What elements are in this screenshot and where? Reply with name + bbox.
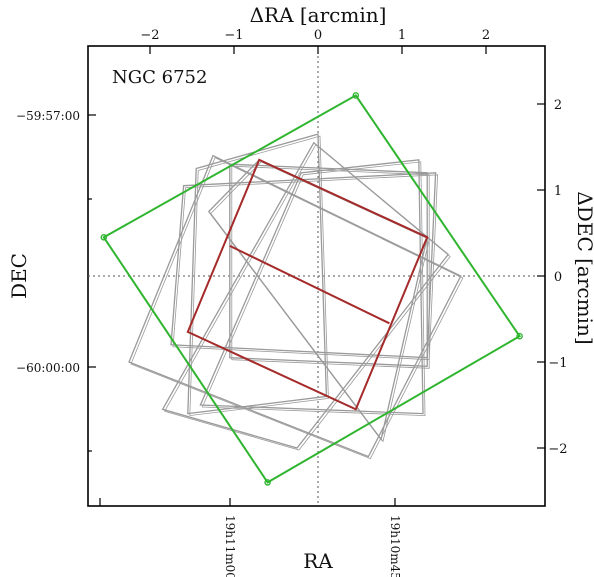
bottom-axis-title: RA bbox=[303, 549, 333, 573]
top-tick-label: −2 bbox=[140, 28, 159, 43]
gray-footprint-inner bbox=[164, 144, 451, 451]
bottom-axis: 19h11m00s 19h10m45s RA bbox=[99, 498, 402, 577]
gray-footprint-inner bbox=[231, 165, 430, 369]
gray-footprint bbox=[170, 172, 437, 359]
right-tick-label: 1 bbox=[554, 184, 562, 199]
bottom-tick-label: 19h10m45s bbox=[388, 515, 402, 577]
left-axis-title: DEC bbox=[7, 253, 31, 299]
top-tick-label: 0 bbox=[314, 28, 322, 43]
gray-footprint bbox=[199, 159, 424, 415]
gray-footprint-inner bbox=[210, 161, 430, 443]
green-corner-marker bbox=[516, 332, 523, 340]
gray-footprint bbox=[128, 154, 462, 458]
gray-footprint-inner bbox=[172, 174, 439, 361]
gray-footprint-inner bbox=[201, 161, 426, 417]
gray-footprint bbox=[229, 163, 428, 367]
green-corner-marker bbox=[352, 92, 360, 99]
top-tick-label: −1 bbox=[224, 28, 243, 43]
footprints-layer bbox=[100, 92, 523, 486]
right-axis-title: ΔDEC [arcmin] bbox=[573, 191, 594, 344]
right-tick-label: 0 bbox=[554, 270, 562, 285]
right-tick-label: −1 bbox=[548, 356, 567, 371]
top-axis-title: ΔRA [arcmin] bbox=[250, 3, 387, 27]
right-tick-label: −2 bbox=[548, 442, 567, 457]
right-axis: 2 1 0 −1 −2 ΔDEC [arcmin] bbox=[537, 98, 594, 457]
green-corner-marker bbox=[264, 479, 271, 486]
bottom-tick-label: 19h11m00s bbox=[223, 515, 237, 577]
red-footprint bbox=[186, 158, 429, 411]
green-corner-marker bbox=[100, 233, 108, 241]
left-axis: −59:57:00 −60:00:00 DEC bbox=[7, 109, 96, 452]
left-tick-label: −59:57:00 bbox=[16, 109, 80, 123]
green-footprint bbox=[102, 94, 522, 484]
right-tick-label: 2 bbox=[554, 98, 562, 113]
top-tick-label: 2 bbox=[482, 28, 490, 43]
left-tick-label: −60:00:00 bbox=[16, 361, 80, 375]
red-chip-gap-line bbox=[229, 245, 390, 325]
top-axis: −2 −1 0 1 2 ΔRA [arcmin] bbox=[140, 3, 490, 54]
panel-label: NGC 6752 bbox=[112, 67, 207, 88]
gray-footprint-inner bbox=[130, 157, 464, 460]
top-tick-label: 1 bbox=[398, 28, 406, 43]
